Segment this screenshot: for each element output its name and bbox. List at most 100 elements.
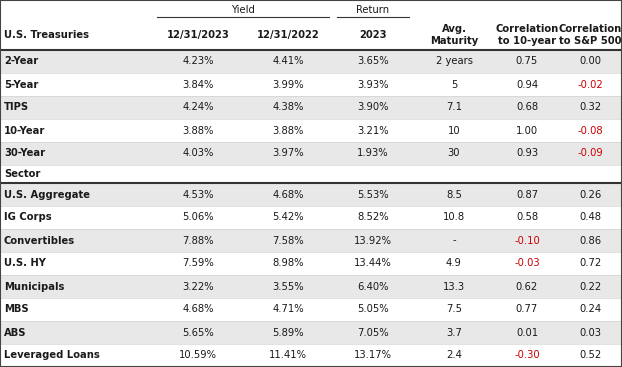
Text: 7.58%: 7.58% [272, 236, 304, 246]
Bar [0, 73, 622, 96]
Text: 0.75: 0.75 [516, 57, 538, 66]
Bar [0, 321, 622, 344]
Text: 0.68: 0.68 [516, 102, 538, 113]
Text: 13.3: 13.3 [443, 281, 465, 291]
Text: 0.52: 0.52 [579, 350, 601, 360]
Text: 4.71%: 4.71% [272, 305, 304, 315]
Text: 5.05%: 5.05% [357, 305, 389, 315]
Text: 5.65%: 5.65% [182, 327, 214, 338]
Text: 0.26: 0.26 [579, 189, 601, 200]
Text: -: - [452, 236, 456, 246]
Text: 13.17%: 13.17% [354, 350, 392, 360]
Bar [0, 50, 622, 73]
Text: Return: Return [356, 5, 389, 15]
Text: 4.41%: 4.41% [272, 57, 304, 66]
Text: 0.01: 0.01 [516, 327, 538, 338]
Text: Convertibles: Convertibles [4, 236, 75, 246]
Bar [0, 20, 622, 50]
Text: 5.06%: 5.06% [182, 212, 214, 222]
Text: 13.44%: 13.44% [354, 258, 392, 269]
Text: 6.40%: 6.40% [357, 281, 389, 291]
Text: 30-Year: 30-Year [4, 149, 45, 159]
Text: 0.77: 0.77 [516, 305, 538, 315]
Bar [0, 183, 622, 206]
Text: 3.84%: 3.84% [182, 80, 214, 90]
Text: 10.59%: 10.59% [179, 350, 217, 360]
Bar [0, 119, 622, 142]
Text: 3.90%: 3.90% [357, 102, 389, 113]
Bar [0, 165, 622, 183]
Text: 8.5: 8.5 [446, 189, 462, 200]
Text: 3.7: 3.7 [446, 327, 462, 338]
Text: 12/31/2022: 12/31/2022 [257, 30, 319, 40]
Text: Correlation
to 10-year: Correlation to 10-year [495, 24, 559, 46]
Text: 0.72: 0.72 [579, 258, 601, 269]
Text: Correlation
to S&P 500: Correlation to S&P 500 [559, 24, 622, 46]
Text: 0.22: 0.22 [579, 281, 601, 291]
Bar [0, 0, 622, 20]
Text: 4.38%: 4.38% [272, 102, 304, 113]
Text: 3.88%: 3.88% [182, 126, 214, 135]
Text: 4.68%: 4.68% [272, 189, 304, 200]
Text: 5.42%: 5.42% [272, 212, 304, 222]
Text: Avg.
Maturity: Avg. Maturity [430, 24, 478, 46]
Bar [0, 344, 622, 367]
Text: 7.59%: 7.59% [182, 258, 214, 269]
Text: -0.09: -0.09 [578, 149, 603, 159]
Text: 5.89%: 5.89% [272, 327, 304, 338]
Text: 4.9: 4.9 [446, 258, 462, 269]
Text: -0.30: -0.30 [514, 350, 540, 360]
Text: -0.10: -0.10 [514, 236, 540, 246]
Bar [0, 142, 622, 165]
Text: 0.87: 0.87 [516, 189, 538, 200]
Text: 3.21%: 3.21% [357, 126, 389, 135]
Text: 2023: 2023 [360, 30, 387, 40]
Text: 10-Year: 10-Year [4, 126, 45, 135]
Text: 3.55%: 3.55% [272, 281, 304, 291]
Text: 7.1: 7.1 [446, 102, 462, 113]
Text: 0.94: 0.94 [516, 80, 538, 90]
Text: 2 years: 2 years [435, 57, 473, 66]
Text: 0.93: 0.93 [516, 149, 538, 159]
Text: 4.53%: 4.53% [182, 189, 214, 200]
Text: 3.97%: 3.97% [272, 149, 304, 159]
Text: 4.24%: 4.24% [182, 102, 214, 113]
Text: 5-Year: 5-Year [4, 80, 39, 90]
Text: U.S. Treasuries: U.S. Treasuries [4, 30, 89, 40]
Text: U.S. Aggregate: U.S. Aggregate [4, 189, 90, 200]
Text: 2-Year: 2-Year [4, 57, 38, 66]
Text: 7.88%: 7.88% [182, 236, 214, 246]
Text: 10: 10 [448, 126, 460, 135]
Text: -0.08: -0.08 [578, 126, 603, 135]
Text: 4.23%: 4.23% [182, 57, 214, 66]
Text: 5.53%: 5.53% [357, 189, 389, 200]
Bar [0, 96, 622, 119]
Text: 10.8: 10.8 [443, 212, 465, 222]
Bar [0, 275, 622, 298]
Text: 3.93%: 3.93% [357, 80, 389, 90]
Text: 0.58: 0.58 [516, 212, 538, 222]
Text: MBS: MBS [4, 305, 29, 315]
Text: 3.88%: 3.88% [272, 126, 304, 135]
Text: 5: 5 [451, 80, 457, 90]
Text: 0.00: 0.00 [580, 57, 601, 66]
Text: 7.05%: 7.05% [357, 327, 389, 338]
Text: 4.03%: 4.03% [182, 149, 214, 159]
Text: 0.03: 0.03 [580, 327, 601, 338]
Text: 4.68%: 4.68% [182, 305, 214, 315]
Text: 2.4: 2.4 [446, 350, 462, 360]
Text: 0.86: 0.86 [580, 236, 601, 246]
Text: 3.22%: 3.22% [182, 281, 214, 291]
Text: Sector: Sector [4, 169, 40, 179]
Bar [0, 206, 622, 229]
Text: -0.03: -0.03 [514, 258, 540, 269]
Text: 11.41%: 11.41% [269, 350, 307, 360]
Text: 30: 30 [448, 149, 460, 159]
Text: 0.62: 0.62 [516, 281, 538, 291]
Text: 1.00: 1.00 [516, 126, 538, 135]
Text: Leveraged Loans: Leveraged Loans [4, 350, 100, 360]
Text: 8.98%: 8.98% [272, 258, 304, 269]
Bar [0, 229, 622, 252]
Text: 7.5: 7.5 [446, 305, 462, 315]
Text: 0.48: 0.48 [580, 212, 601, 222]
